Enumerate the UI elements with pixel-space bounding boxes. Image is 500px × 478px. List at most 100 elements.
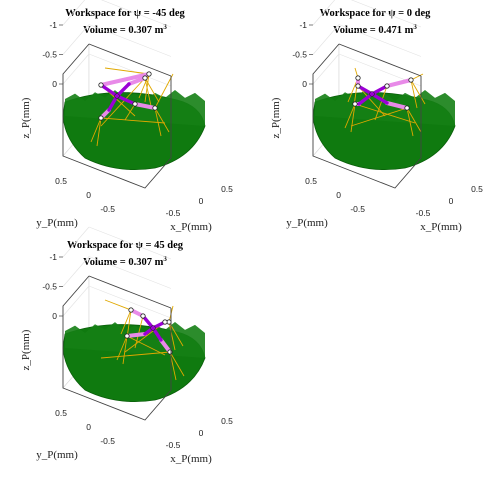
grid-line (312, 0, 336, 26)
cable-line (344, 103, 356, 129)
grid-line (62, 53, 90, 85)
chart-title: Workspace for ψ = 45 deg (67, 240, 183, 251)
platform-cross-arm (115, 94, 137, 106)
joint-marker (140, 313, 146, 319)
cable-line (134, 315, 144, 349)
z-tick-label: -1 (49, 252, 57, 262)
workspace-3d-plot: 0 -0.5 -1 z_P(mm) 0.5 0 -0.5 y_P(mm) -0.5 0 0.5 x_P… (270, 0, 483, 233)
grid-line (62, 0, 86, 26)
cable-line (354, 103, 416, 124)
box-frame (312, 43, 422, 189)
grid-line (62, 285, 90, 317)
chart-title: Workspace for ψ = 0 deg (319, 8, 431, 19)
grid-line (88, 24, 172, 57)
cable-line (116, 335, 128, 361)
cable-line (168, 321, 176, 351)
joint-marker (355, 75, 361, 81)
y-axis-label: y_P(mm) (36, 217, 78, 229)
cable-line (374, 85, 388, 121)
z-tick-label: 0 (302, 79, 307, 89)
cable-line (126, 335, 166, 356)
joint-marker (142, 75, 148, 81)
y-tick-label: -0.5 (350, 204, 365, 214)
cable-line (100, 77, 146, 127)
cable-line (406, 107, 414, 137)
platform-cross-arm (99, 83, 119, 98)
cable-line (100, 117, 166, 124)
volume-label: Volume = 0.471 m3 (333, 23, 417, 36)
box-frame (62, 275, 172, 421)
joint-marker (408, 77, 414, 83)
y-tick-label: 0 (86, 422, 91, 432)
joint-marker (162, 319, 168, 325)
workspace-panel-psi-0: Workspace for ψ = 0 deg Volume = 0.471 m… (255, 0, 495, 236)
z-tick-label: -0.5 (42, 50, 57, 60)
z-tick-label: -0.5 (292, 50, 307, 60)
joint-marker (404, 105, 410, 111)
z-tick-label: 0 (52, 79, 57, 89)
joint-marker (384, 83, 390, 89)
platform-link (99, 72, 151, 87)
platform-link (127, 76, 147, 86)
joint-marker (128, 307, 134, 313)
y-axis-label: y_P(mm) (36, 449, 78, 461)
platform-center (369, 91, 375, 97)
cable-line (104, 299, 132, 311)
workspace-3d-plot: 0 -0.5 -1 z_P(mm) 0.5 0 -0.5 y_P(mm) -0.5 0 0.5 x_P… (20, 0, 233, 233)
platform-cross-arm (370, 84, 389, 96)
y-tick-label: 0 (336, 190, 341, 200)
cable-line (357, 85, 386, 117)
platform-cross-arm (115, 82, 131, 98)
grid-line (312, 24, 340, 55)
cable-line (154, 107, 162, 137)
cable-line (410, 79, 426, 105)
z-tick-label: 0 (52, 311, 57, 321)
y-tick-label: 0.5 (305, 176, 317, 186)
box-frame (62, 43, 172, 189)
grid-line (62, 24, 90, 55)
joint-marker (167, 349, 173, 355)
cable-line (126, 309, 132, 339)
z-tick-label: -1 (299, 20, 307, 30)
volume-label: Volume = 0.307 m3 (83, 23, 167, 36)
grid-line (88, 256, 172, 289)
cable-line (100, 351, 171, 359)
grid-line (88, 53, 172, 87)
cable-line (169, 351, 185, 377)
x-tick-label: 0 (199, 428, 204, 438)
grid-line (62, 256, 90, 287)
cable-line (124, 103, 136, 121)
platform-cross-arm (370, 92, 389, 105)
grid-line (100, 0, 172, 28)
x-tick-label: 0.5 (471, 184, 483, 194)
x-tick-label: -0.5 (416, 208, 431, 218)
platform-link (385, 78, 413, 88)
z-tick-label: -1 (49, 20, 57, 30)
cable-line (144, 77, 152, 107)
x-tick-label: 0 (199, 196, 204, 206)
x-tick-label: 0.5 (221, 184, 233, 194)
grid-line (62, 226, 90, 258)
z-axis-label: z_P(mm) (20, 329, 32, 370)
y-tick-label: -0.5 (100, 436, 115, 446)
cable-line (144, 77, 160, 103)
cable-line (154, 73, 174, 109)
cable-line (90, 117, 102, 143)
y-tick-label: 0.5 (55, 176, 67, 186)
joint-marker (98, 115, 104, 121)
joint-marker (355, 83, 361, 89)
workspace-3d-plot: 0 -0.5 -1 z_P(mm) 0.5 0 -0.5 y_P(mm) -0.5 0 0.5 x_P… (20, 226, 233, 465)
joint-marker (124, 333, 130, 339)
x-axis-label: x_P(mm) (420, 221, 462, 233)
platform-link (133, 102, 157, 110)
cable-line (154, 107, 170, 133)
chart-title: Workspace for ψ = -45 deg (65, 8, 185, 19)
joint-marker (132, 101, 138, 107)
x-tick-label: -0.5 (166, 208, 181, 218)
workspace-panel-psi-minus45: Workspace for ψ = -45 deg Volume = 0.307… (5, 0, 245, 236)
cable-line (120, 309, 132, 335)
y-axis-label: y_P(mm) (286, 217, 328, 229)
cable-line (96, 117, 102, 147)
workspace-panel-psi-45: Workspace for ψ = 45 deg Volume = 0.307 … (5, 226, 245, 468)
grid-line (88, 285, 172, 319)
